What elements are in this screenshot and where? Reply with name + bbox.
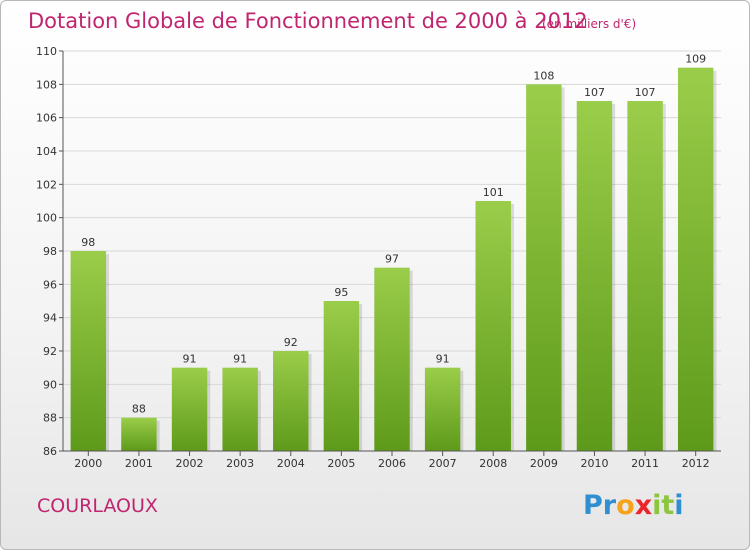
logo-letter: i — [674, 490, 684, 521]
bar-value-label: 101 — [483, 186, 504, 199]
bar — [222, 367, 258, 451]
bar-value-label: 88 — [132, 403, 146, 416]
y-tick-label: 90 — [43, 378, 57, 391]
bar — [424, 367, 461, 451]
bar — [677, 67, 714, 452]
axes: 86 88 90 92 94 96 98 100 102 104 106 108 110 2000 2001… — [36, 45, 721, 470]
y-tick-label: 92 — [43, 345, 57, 358]
bar-value-label: 95 — [334, 286, 348, 299]
logo-letter: t — [661, 490, 675, 521]
bar — [121, 417, 157, 451]
y-tick-label: 106 — [36, 112, 57, 125]
bar — [576, 101, 613, 451]
proxiti-logo[interactable]: Proxiti — [583, 490, 684, 521]
x-tick-label: 2004 — [277, 457, 305, 470]
bar-value-label: 91 — [183, 353, 197, 366]
x-tick-label: 2009 — [530, 457, 558, 470]
y-tick-label: 110 — [36, 45, 57, 58]
bar — [475, 201, 511, 451]
bar-value-label: 109 — [685, 53, 706, 66]
bar — [627, 101, 663, 451]
bar-value-label: 107 — [635, 86, 656, 99]
y-tick-label: 104 — [36, 145, 57, 158]
bar-value-label: 98 — [81, 236, 95, 249]
chart-title: Dotation Globale de Fonctionnement de 20… — [28, 9, 588, 33]
logo-letter: P — [583, 490, 603, 521]
y-tick-label: 96 — [43, 278, 57, 291]
x-tick-label: 2002 — [176, 457, 204, 470]
x-tick-label: 2001 — [125, 457, 153, 470]
bars: 98 88 91 91 92 95 97 91 101 108 107 107 109 — [70, 53, 717, 452]
commune-name: COURLAOUX — [37, 495, 158, 517]
logo-letter: o — [616, 490, 635, 521]
y-tick-label: 98 — [43, 245, 57, 258]
y-tick-label: 100 — [36, 212, 57, 225]
logo-letter: r — [602, 490, 617, 521]
x-tick-label: 2006 — [378, 457, 406, 470]
bar — [374, 267, 410, 451]
bar — [70, 251, 107, 451]
x-tick-label: 2007 — [429, 457, 457, 470]
bar — [273, 351, 309, 451]
x-tick-label: 2008 — [479, 457, 507, 470]
x-tick-label: 2005 — [327, 457, 355, 470]
y-tick-label: 88 — [43, 412, 57, 425]
chart-subtitle: (en milliers d'€) — [542, 17, 637, 31]
bar — [323, 301, 360, 451]
x-tick-label: 2000 — [74, 457, 102, 470]
y-tick-label: 108 — [36, 78, 57, 91]
y-tick-label: 94 — [43, 312, 57, 325]
bar-value-label: 91 — [233, 353, 247, 366]
logo-letter: x — [634, 490, 653, 521]
x-tick-label: 2011 — [631, 457, 659, 470]
bar — [526, 84, 562, 451]
bar-value-label: 92 — [284, 336, 298, 349]
bar-value-label: 91 — [436, 353, 450, 366]
bar — [171, 367, 208, 451]
bar-value-label: 108 — [533, 69, 554, 82]
y-tick-label: 86 — [43, 445, 57, 458]
logo-letter: i — [652, 490, 662, 521]
bar-value-label: 107 — [584, 86, 605, 99]
y-tick-label: 102 — [36, 178, 57, 191]
bar-value-label: 97 — [385, 253, 399, 266]
x-tick-label: 2010 — [580, 457, 608, 470]
x-tick-label: 2012 — [682, 457, 710, 470]
x-tick-label: 2003 — [226, 457, 254, 470]
